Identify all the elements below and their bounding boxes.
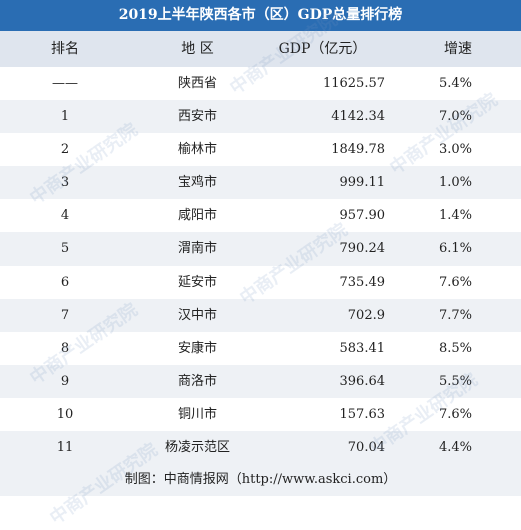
table-cell: 10	[56, 406, 74, 422]
table-row: 7 汉中市 702.9 7.7%	[0, 298, 521, 332]
table-row: 9 商洛市 396.64 5.5%	[0, 364, 521, 398]
table-cell: 7	[60, 307, 70, 323]
column-header: 增速	[444, 41, 472, 57]
table-row: 10 铜川市 157.63 7.6%	[0, 398, 521, 431]
table-cell: 4142.34	[331, 109, 385, 125]
source-note: 制图：中商情报网（http://www.askci.com）	[0, 464, 521, 496]
table-row: 1 西安市 4142.34 7.0%	[0, 100, 521, 134]
table-cell: ——	[52, 76, 78, 92]
table-cell: 1.4%	[438, 208, 472, 224]
table-cell: 商洛市	[177, 373, 217, 389]
table-row: 11 杨凌示范区 70.04 4.4%	[0, 430, 521, 464]
table-cell: 7.0%	[438, 109, 472, 125]
table-cell: 汉中市	[177, 307, 217, 323]
table-cell: 2	[60, 142, 70, 158]
table-cell: 5	[60, 241, 70, 257]
table-cell: 790.24	[339, 241, 386, 257]
table-cell: 11	[56, 439, 74, 455]
table-cell: 11625.57	[322, 76, 385, 92]
table-cell: 8.5%	[438, 340, 472, 356]
column-header: 排名	[51, 41, 79, 57]
table-cell: 5.4%	[438, 76, 472, 92]
table-cell: 702.9	[347, 307, 385, 323]
table-cell: 6	[60, 274, 70, 290]
table-cell: 7.6%	[438, 406, 472, 422]
table-cell: 583.41	[339, 340, 386, 356]
table-cell: 7.6%	[438, 274, 472, 290]
table-cell: 宝鸡市	[177, 175, 217, 191]
table-cell: 3.0%	[438, 142, 472, 158]
table-cell: 735.49	[339, 274, 386, 290]
table-cell: 957.90	[339, 208, 386, 224]
table-cell: 7.7%	[438, 307, 472, 323]
table-cell: 1.0%	[438, 175, 472, 191]
table-cell: 延安市	[177, 274, 217, 290]
table-row: 6 延安市 735.49 7.6%	[0, 266, 521, 299]
table-row: 4 咸阳市 957.90 1.4%	[0, 199, 521, 232]
title: 2019上半年陕西各市（区）GDP总量排行榜	[0, 0, 521, 31]
table-cell: 8	[60, 340, 70, 356]
table-cell: 1	[60, 109, 70, 125]
table-cell: 榆林市	[177, 142, 217, 158]
header-row: 排名 地 区 GDP（亿元） 增速	[0, 31, 521, 68]
table-cell: 3	[60, 175, 70, 191]
table-cell: 6.1%	[438, 241, 472, 257]
table-cell: 咸阳市	[177, 208, 217, 224]
table-cell: 西安市	[177, 109, 217, 125]
table-cell: 安康市	[177, 340, 217, 356]
column-header: 地 区	[181, 41, 214, 57]
table-row: 2 榆林市 1849.78 3.0%	[0, 133, 521, 166]
table-cell: 5.5%	[438, 373, 472, 389]
table-cell: 396.64	[339, 373, 386, 389]
column-header: GDP（亿元）	[278, 41, 367, 57]
table-cell: 4	[60, 208, 70, 224]
table-cell: 70.04	[347, 439, 385, 455]
table-cell: 9	[60, 373, 70, 389]
table-cell: 999.11	[339, 175, 386, 191]
table-row: —— 陕西省 11625.57 5.4%	[0, 67, 521, 100]
table-cell: 157.63	[339, 406, 386, 422]
table-row: 3 宝鸡市 999.11 1.0%	[0, 166, 521, 200]
table-cell: 陕西省	[177, 76, 217, 92]
table-cell: 渭南市	[177, 241, 217, 257]
table-row: 5 渭南市 790.24 6.1%	[0, 232, 521, 266]
table-row: 8 安康市 583.41 8.5%	[0, 332, 521, 365]
table-cell: 铜川市	[177, 406, 217, 422]
table-cell: 杨凌示范区	[164, 439, 230, 455]
table-cell: 4.4%	[438, 439, 472, 455]
table-cell: 1849.78	[331, 142, 385, 158]
